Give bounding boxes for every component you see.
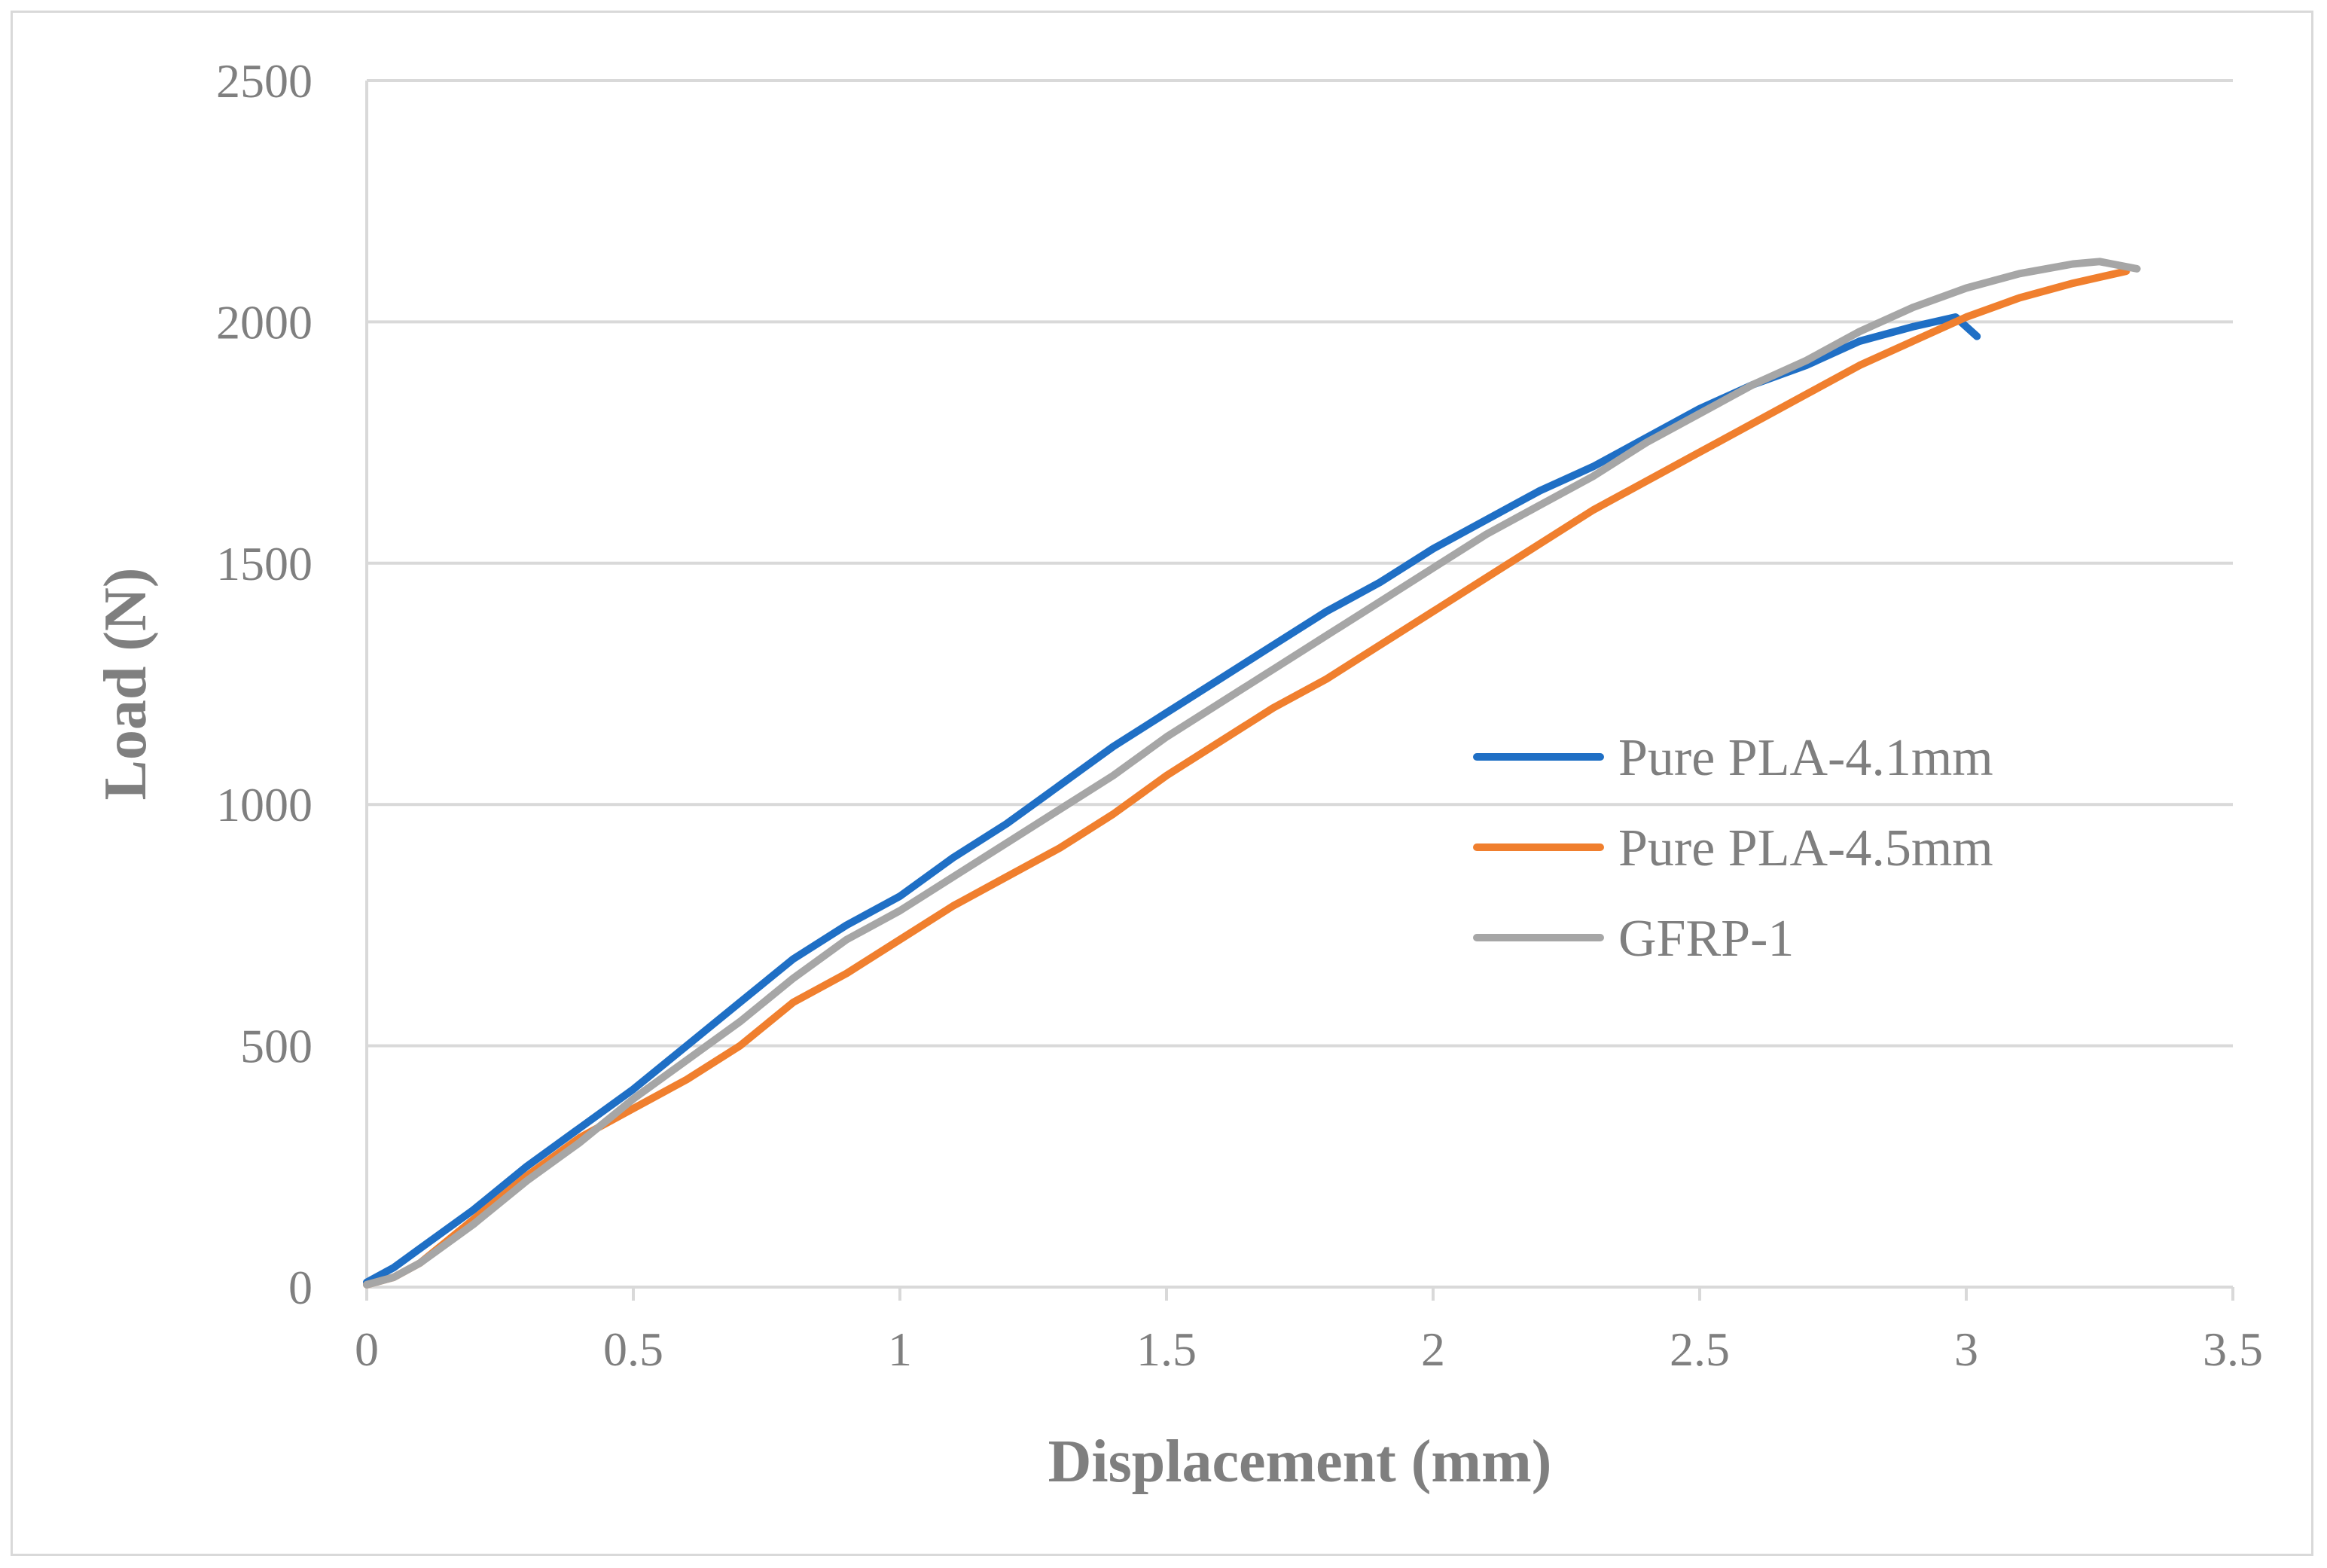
line-chart: 0 500 1000 1500 2000 2500 0 0.5 1 1.5 2 2.5 3 3.5 Di…	[93, 54, 2263, 1495]
x-tick-label: 1.5	[1136, 1322, 1197, 1376]
legend-label-gfrp-1: GFRP-1	[1618, 910, 1794, 968]
x-tick-label: 0.5	[603, 1322, 663, 1376]
x-tick-label: 0	[355, 1322, 379, 1376]
axes	[365, 81, 2233, 1289]
legend-label-pure-pla-4-1mm: Pure PLA-4.1mm	[1618, 729, 1993, 787]
x-axis-title: Displacement (mm)	[1048, 1429, 1552, 1495]
y-tick-labels: 0 500 1000 1500 2000 2500	[216, 54, 313, 1314]
x-tick-labels: 0 0.5 1 1.5 2 2.5 3 3.5	[355, 1287, 2263, 1376]
series-line-2	[363, 258, 2141, 1289]
x-tick-label: 2	[1421, 1322, 1445, 1376]
x-tick-label: 3.5	[2203, 1322, 2263, 1376]
chart-frame: 0 500 1000 1500 2000 2500 0 0.5 1 1.5 2 2.5 3 3.5 Di…	[11, 11, 2313, 1556]
legend-label-pure-pla-4-5mm: Pure PLA-4.5mm	[1618, 819, 1993, 877]
y-tick-label: 1500	[216, 537, 313, 590]
y-tick-label: 500	[240, 1020, 313, 1073]
y-axis-title: Load (N)	[93, 568, 159, 801]
y-tick-label: 0	[288, 1261, 313, 1314]
grid-lines	[367, 79, 2233, 1048]
series-lines	[363, 258, 2141, 1289]
x-tick-label: 1	[888, 1322, 912, 1376]
x-tick-label: 3	[1954, 1322, 1978, 1376]
y-tick-label: 1000	[216, 778, 313, 831]
y-tick-label: 2000	[216, 295, 313, 349]
legend: Pure PLA-4.1mm Pure PLA-4.5mm GFRP-1	[1473, 729, 1993, 968]
series-line-0	[363, 313, 1981, 1286]
y-tick-label: 2500	[216, 54, 313, 108]
x-tick-label: 2.5	[1670, 1322, 1730, 1376]
